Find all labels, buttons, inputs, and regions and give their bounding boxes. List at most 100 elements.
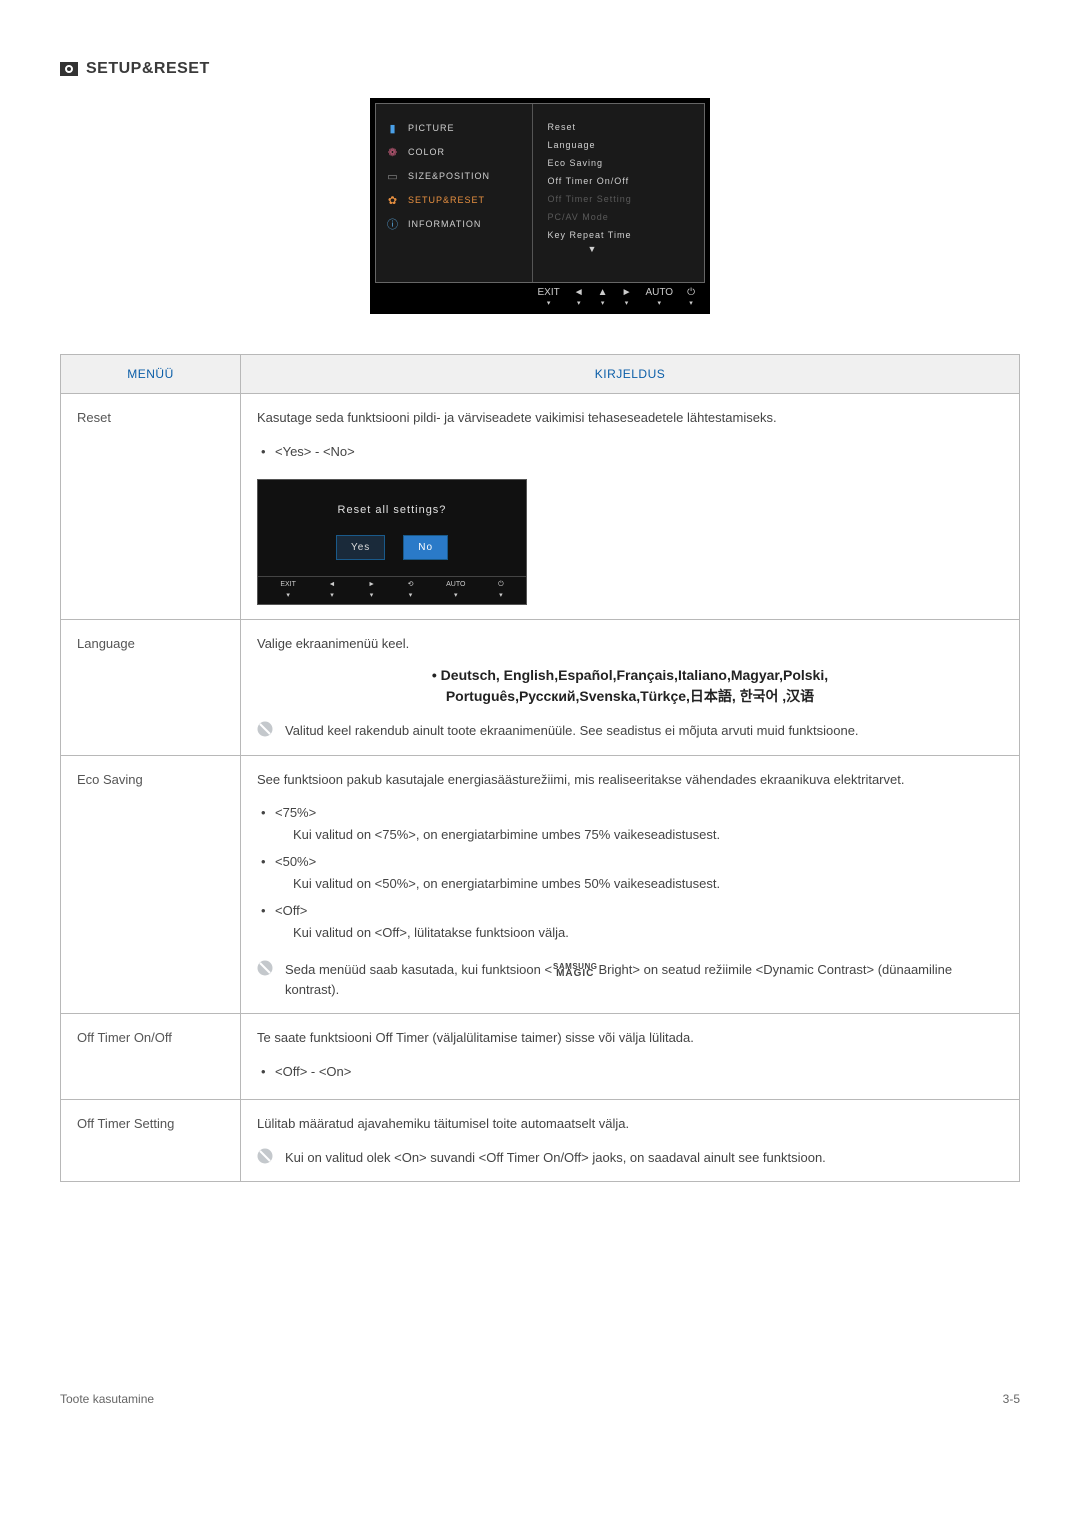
row-eco: Eco Saving See funktsioon pakub kasutaja… [61, 755, 1020, 1014]
footer-right: 3-5 [1003, 1392, 1020, 1406]
offtimer-option: <Off> - <On> [257, 1058, 1003, 1086]
triangle-down-icon: ▾ [286, 591, 290, 602]
osd-left-item: ▭SIZE&POSITION [376, 164, 532, 188]
osd-left-label: PICTURE [408, 123, 455, 133]
osd-menu-icon: ✿ [386, 193, 400, 207]
osd-left-item: ⓘ INFORMATION [376, 212, 532, 236]
osd-hw-button: ◄▾ [574, 287, 584, 307]
cell-offtimer-label: Off Timer On/Off [61, 1014, 241, 1100]
page-footer: Toote kasutamine 3-5 [60, 1382, 1020, 1406]
eco-desc-text: See funktsioon pakub kasutajale energias… [257, 772, 904, 787]
osd-right-item: Off Timer Setting [547, 190, 704, 208]
osd-right-item: Key Repeat Time [547, 226, 704, 244]
dialog-hw-button: ⟲▾ [408, 580, 414, 602]
osd-left-label: SETUP&RESET [408, 195, 485, 205]
osd-right-item: PC/AV Mode [547, 208, 704, 226]
language-note: Valitud keel rakendub ainult toote ekraa… [257, 721, 1003, 741]
osd-hw-button-label: ► [622, 287, 632, 298]
col-desc: KIRJELDUS [241, 355, 1020, 394]
cell-reset-label: Reset [61, 394, 241, 620]
row-offtimer: Off Timer On/Off Te saate funktsiooni Of… [61, 1014, 1020, 1100]
osd-arrow-down-icon: ▼ [547, 244, 704, 254]
osd-inner: ▮ PICTURE ❁COLOR▭SIZE&POSITION ✿ SETUP&RESET… [375, 103, 705, 283]
osd-hw-button: EXIT▾ [538, 287, 560, 307]
cell-offtimer-desc: Te saate funktsiooni Off Timer (väljalül… [241, 1014, 1020, 1100]
reset-yes-button: Yes [336, 535, 385, 560]
offtimer-options: <Off> - <On> [257, 1058, 1003, 1086]
osd-hw-button-label: EXIT [538, 287, 560, 298]
eco-options: <75%>Kui valitud on <75%>, on energiatar… [257, 799, 1003, 946]
row-language: Language Valige ekraanimenüü keel. • Deu… [61, 619, 1020, 755]
eco-option-head: <75%> [275, 803, 1003, 823]
eco-option-body: Kui valitud on <75%>, on energiatarbimin… [275, 825, 1003, 845]
footer-left: Toote kasutamine [60, 1392, 154, 1406]
language-note-text: Valitud keel rakendub ainult toote ekraa… [285, 721, 859, 741]
reset-dialog-bottom: EXIT▾◄▾►▾⟲▾AUTO▾⏻▾ [258, 576, 526, 604]
info-icon [257, 1148, 273, 1164]
reset-dialog: Reset all settings? Yes No EXIT▾◄▾►▾⟲▾AU… [257, 479, 527, 605]
eco-option-head: <50%> [275, 852, 1003, 872]
samsung-magic-logo: SAMSUNGMAGIC [553, 964, 597, 978]
triangle-down-icon: ▾ [409, 591, 413, 602]
triangle-down-icon: ▾ [330, 591, 334, 602]
cell-language-desc: Valige ekraanimenüü keel. • Deutsch, Eng… [241, 619, 1020, 755]
dialog-hw-button-label: ► [368, 580, 375, 591]
language-desc-text: Valige ekraanimenüü keel. [257, 636, 409, 651]
osd-hw-button: ►▾ [622, 287, 632, 307]
osd-left-label: INFORMATION [408, 219, 481, 229]
reset-question: Reset all settings? [258, 502, 526, 519]
osd-menu-icon: ▮ [386, 121, 400, 135]
col-menu: MENÜÜ [61, 355, 241, 394]
info-icon [257, 721, 273, 737]
osd-menu-icon: ⓘ [386, 217, 400, 231]
osd-hw-button-label: AUTO [645, 287, 673, 298]
info-icon [257, 960, 273, 976]
osd-left-panel: ▮ PICTURE ❁COLOR▭SIZE&POSITION ✿ SETUP&RESET… [376, 104, 533, 282]
dialog-hw-button-label: ◄ [329, 580, 336, 591]
dialog-hw-button-label: AUTO [446, 580, 465, 591]
triangle-down-icon: ▾ [577, 299, 581, 307]
osd-right-panel: ResetLanguageEco SavingOff Timer On/OffO… [533, 104, 704, 282]
dialog-hw-button-label: ⏻ [498, 580, 504, 591]
osd-left-item: ❁COLOR [376, 140, 532, 164]
cell-language-label: Language [61, 619, 241, 755]
language-list: • Deutsch, English,Español,Français,Ital… [257, 665, 1003, 707]
triangle-down-icon: ▾ [370, 591, 374, 602]
triangle-down-icon: ▾ [625, 299, 629, 307]
eco-note: Seda menüüd saab kasutada, kui funktsioo… [257, 960, 1003, 999]
dialog-hw-button-label: EXIT [280, 580, 296, 591]
osd-left-item: ✿ SETUP&RESET [376, 188, 532, 212]
eco-option-body: Kui valitud on <50%>, on energiatarbimin… [275, 874, 1003, 894]
row-offtimerset: Off Timer Setting Lülitab määratud ajava… [61, 1100, 1020, 1182]
triangle-down-icon: ▾ [658, 299, 662, 307]
reset-dialog-inner: Reset all settings? Yes No [258, 480, 526, 576]
cell-eco-label: Eco Saving [61, 755, 241, 1014]
reset-option: <Yes> - <No> [257, 438, 1003, 466]
offtimerset-desc-text: Lülitab määratud ajavahemiku täitumisel … [257, 1116, 629, 1131]
osd-hw-button-label: ◄ [574, 287, 584, 298]
reset-desc-text: Kasutage seda funktsiooni pildi- ja värv… [257, 410, 777, 425]
language-list-line2: Português,Русский,Svenska,Türkçe,日本語, 한국… [257, 686, 1003, 707]
settings-table: MENÜÜ KIRJELDUS Reset Kasutage seda funk… [60, 354, 1020, 1182]
dialog-hw-button: EXIT▾ [280, 580, 296, 602]
eco-note-text: Seda menüüd saab kasutada, kui funktsioo… [285, 960, 1003, 999]
osd-hw-button: AUTO▾ [645, 287, 673, 307]
eco-option: <75%>Kui valitud on <75%>, on energiatar… [257, 799, 1003, 848]
offtimer-desc-text: Te saate funktsiooni Off Timer (väljalül… [257, 1030, 694, 1045]
row-reset: Reset Kasutage seda funktsiooni pildi- j… [61, 394, 1020, 620]
eco-option: <Off>Kui valitud on <Off>, lülitatakse f… [257, 897, 1003, 946]
osd-hw-button-label: ▲ [598, 287, 608, 298]
osd-left-item: ▮ PICTURE [376, 116, 532, 140]
eco-option: <50%>Kui valitud on <50%>, on energiatar… [257, 848, 1003, 897]
osd-right-item: Off Timer On/Off [547, 172, 704, 190]
triangle-down-icon: ▾ [689, 299, 693, 307]
eco-option-body: Kui valitud on <Off>, lülitatakse funkts… [275, 923, 1003, 943]
offtimerset-note-text: Kui on valitud olek <On> suvandi <Off Ti… [285, 1148, 826, 1168]
osd-menu-icon: ❁ [386, 145, 400, 159]
triangle-down-icon: ▾ [601, 299, 605, 307]
osd-bottom-bar: EXIT▾◄▾▲▾►▾AUTO▾⏻▾ [375, 283, 705, 309]
osd-menu-screenshot: ▮ PICTURE ❁COLOR▭SIZE&POSITION ✿ SETUP&RESET… [370, 98, 710, 314]
reset-options: <Yes> - <No> [257, 438, 1003, 466]
dialog-hw-button: ⏻▾ [498, 580, 504, 602]
reset-buttons: Yes No [258, 535, 526, 560]
